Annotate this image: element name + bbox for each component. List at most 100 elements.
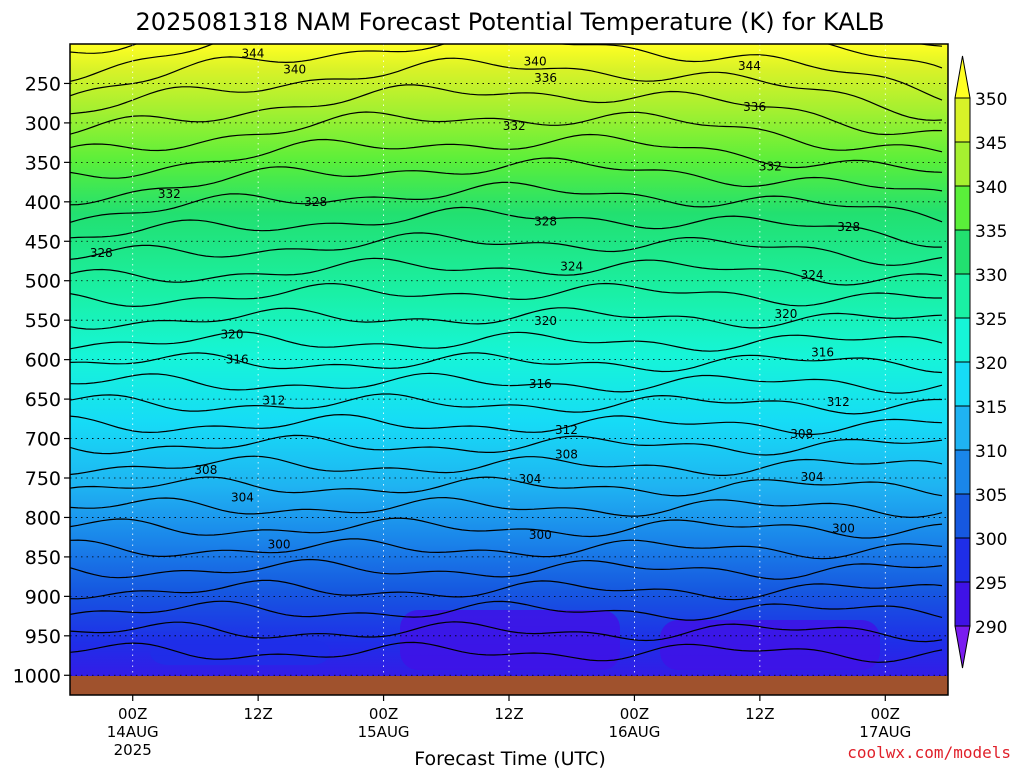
contour-label: 300: [268, 537, 291, 551]
y-tick-label: 500: [25, 271, 61, 293]
y-axis: 250 300 350 400 450 500 550 600 650 700 750 800 850 9…: [13, 73, 70, 687]
contour-label: 328: [534, 215, 557, 229]
colorbar-label: 340: [975, 178, 1007, 198]
contour-line: [70, 579, 943, 601]
contour-label: 332: [759, 159, 782, 173]
contour-line: [70, 181, 943, 223]
y-tick-label: 450: [25, 231, 61, 253]
x-tick-label: 00Z: [118, 705, 147, 723]
colorbar-segment: [954, 405, 971, 451]
shaded-bands: [150, 610, 880, 670]
colorbar-extend-low: [954, 625, 971, 669]
contour-label: 312: [827, 395, 850, 409]
colorbar-label: 320: [975, 354, 1007, 374]
contour-line: [70, 641, 943, 663]
contour-label: 332: [158, 187, 181, 201]
x-tick-label: 16AUG: [608, 723, 660, 741]
colorbar-segment: [954, 141, 971, 187]
colorbar-segment: [954, 449, 971, 495]
contour-line: [70, 57, 943, 121]
y-tick-label: 750: [25, 468, 61, 490]
contour-line: [70, 282, 942, 308]
colorbar: 290 295 300 305 310 315 320 325 330 335 340 345 350: [954, 55, 1007, 669]
x-tick-label: 12Z: [494, 705, 523, 723]
contour-line: [70, 434, 943, 456]
chart-title: 2025081318 NAM Forecast Potential Temper…: [136, 8, 885, 36]
contour-line: [70, 111, 943, 153]
contour-line: [70, 413, 943, 435]
contour-label: 304: [801, 470, 824, 484]
colorbar-label: 330: [975, 266, 1007, 286]
contour-label: 344: [738, 59, 761, 73]
y-tick-label: 250: [25, 73, 61, 95]
contour-line: [70, 558, 943, 580]
contour-label: 316: [226, 353, 249, 367]
contour-label: 328: [304, 195, 327, 209]
contour-label: 332: [503, 119, 526, 133]
contour-label: 320: [221, 327, 244, 341]
contour-lines: [70, 44, 943, 663]
contour-label: 308: [194, 463, 217, 477]
contour-label: 308: [555, 447, 578, 461]
cold-region: [400, 610, 620, 670]
x-tick-label: 17AUG: [859, 723, 911, 741]
colorbar-label: 345: [975, 134, 1007, 154]
contour-label: 336: [534, 71, 557, 85]
contour-labels: 344 340 340 344 336 336 332 332 332 328 328 328 328 3…: [90, 46, 860, 551]
colorbar-label: 310: [975, 442, 1007, 462]
contour-line: [70, 84, 943, 136]
contour-label: 300: [832, 522, 855, 536]
x-tick-label: 00Z: [871, 705, 900, 723]
contour-line: [70, 476, 943, 497]
colorbar-label: 290: [975, 618, 1007, 638]
watermark: coolwx.com/models: [847, 743, 1011, 762]
contour-label: 336: [743, 100, 766, 114]
contour-label: 304: [231, 491, 254, 505]
colorbar-segment: [954, 97, 971, 143]
gridlines: [70, 44, 948, 695]
x-tick-label: 2025: [114, 741, 152, 759]
colorbar-segment: [954, 229, 971, 275]
colorbar-label: 295: [975, 574, 1007, 594]
contour-line: [70, 44, 943, 101]
contour-label: 340: [283, 62, 306, 76]
contour-label: 344: [241, 46, 264, 60]
contour-line: [70, 496, 943, 519]
contour-label: 300: [529, 528, 552, 542]
x-axis-label: Forecast Time (UTC): [414, 748, 605, 768]
contour-line: [70, 621, 943, 643]
y-tick-label: 400: [25, 192, 61, 214]
colorbar-segment: [954, 185, 971, 231]
y-tick-label: 900: [25, 586, 61, 608]
x-tick-label: 12Z: [243, 705, 272, 723]
y-tick-label: 850: [25, 547, 61, 569]
colorbar-segment: [954, 317, 971, 363]
y-tick-label: 650: [25, 389, 61, 411]
colorbar-segment: [954, 493, 971, 539]
contour-line: [70, 517, 943, 539]
cold-region: [150, 640, 330, 665]
contour-label: 320: [775, 307, 798, 321]
colorbar-label: 325: [975, 310, 1007, 330]
colorbar-label: 300: [975, 530, 1007, 550]
x-tick-label: 15AUG: [358, 723, 410, 741]
contour-line: [70, 538, 943, 560]
contour-line: [70, 455, 943, 476]
contour-label: 316: [529, 377, 552, 391]
contour-line: [70, 393, 942, 415]
contour-label: 324: [560, 260, 583, 274]
contour-line: [70, 352, 943, 374]
contour-label: 312: [555, 423, 578, 437]
colorbar-segment: [954, 273, 971, 319]
x-tick-label: 00Z: [620, 705, 649, 723]
contour-label: 312: [262, 394, 285, 408]
contour-label: 324: [801, 268, 824, 282]
contour-label: 304: [518, 472, 541, 486]
x-tick-label: 14AUG: [107, 723, 159, 741]
y-tick-label: 600: [25, 350, 61, 372]
colorbar-segment: [954, 537, 971, 583]
contour-label: 308: [790, 427, 813, 441]
y-tick-label: 550: [25, 310, 61, 332]
